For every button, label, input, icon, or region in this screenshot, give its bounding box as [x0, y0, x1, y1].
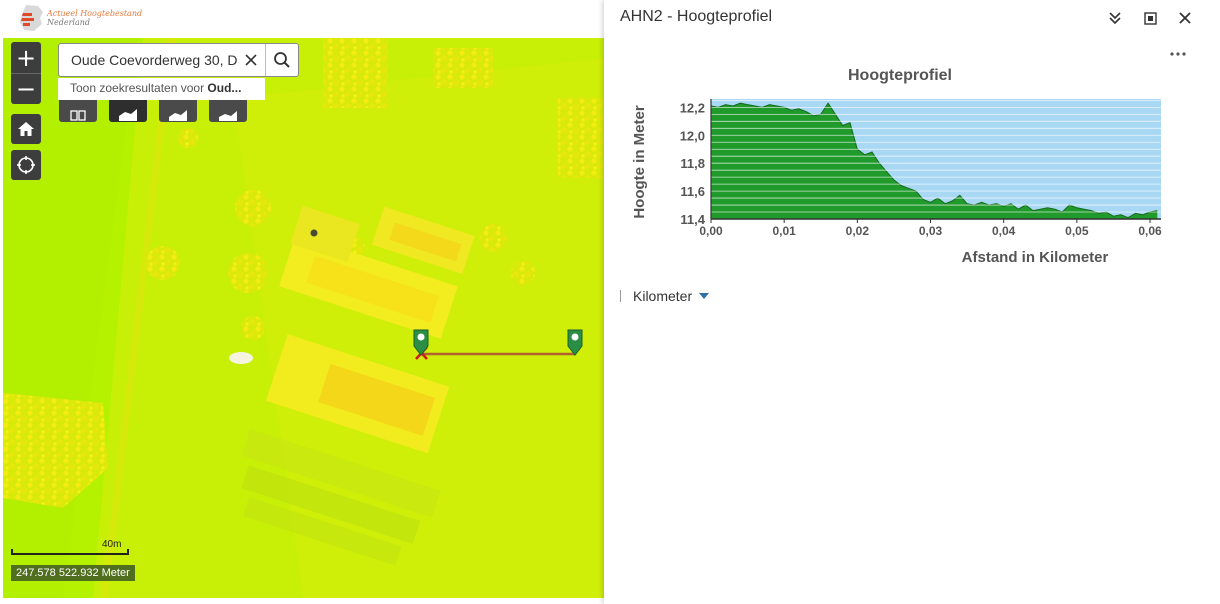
- x-tick-label: 0,03: [919, 224, 943, 238]
- y-tick-label: 11,4: [680, 212, 705, 227]
- coordinate-readout: 247.578 522.932 Meter: [11, 565, 135, 581]
- maximize-icon: [1143, 11, 1157, 25]
- elevation-line: [710, 102, 1158, 219]
- x-tick-label: 0,05: [1065, 224, 1089, 238]
- chart-title: Hoogteprofiel: [848, 67, 952, 84]
- home-button[interactable]: [11, 114, 41, 144]
- cross-section-icon: [219, 111, 237, 121]
- x-tick-label: 0,04: [992, 224, 1016, 238]
- locate-button[interactable]: [11, 150, 41, 180]
- layer-list-button[interactable]: [59, 98, 97, 122]
- cross-section-tool-button[interactable]: [209, 98, 247, 122]
- y-tick-label: 12,0: [680, 128, 705, 143]
- search-box: [58, 43, 299, 77]
- zoom-controls: + −: [11, 42, 41, 104]
- terrain-icon: [169, 110, 187, 121]
- panel-title: AHN2 - Hoogteprofiel: [620, 8, 773, 25]
- scale-label: 40m: [102, 539, 122, 550]
- home-icon: [18, 122, 34, 136]
- more-options-icon[interactable]: [1169, 48, 1187, 60]
- profile-icon: [119, 109, 137, 121]
- logo-subtitle: Nederland: [47, 18, 91, 27]
- suggestion-query: Oud...: [207, 81, 242, 95]
- y-tick-labels: 11,4 11,6 11,8 12,0 12,2: [680, 100, 706, 227]
- search-input[interactable]: [69, 51, 239, 69]
- x-tick-label: 0,06: [1138, 224, 1162, 238]
- elevation-profile-tool-button[interactable]: [109, 98, 147, 122]
- zoom-in-button[interactable]: +: [15, 43, 37, 72]
- x-axis-title: Afstand in Kilometer: [962, 249, 1109, 266]
- y-tick-label: 12,2: [680, 100, 705, 115]
- unit-selector[interactable]: Kilometer: [620, 288, 710, 304]
- x-tick-label: 0,02: [846, 224, 870, 238]
- y-tick-label: 11,6: [680, 184, 705, 199]
- suggestion-prefix: Toon zoekresultaten voor: [70, 81, 208, 95]
- elevation-profile-chart[interactable]: Hoogteprofiel 0,00 0,01 0,02 0,03 0,04 0,05 0,…: [604, 58, 1204, 278]
- map-pin-icon[interactable]: [413, 329, 429, 356]
- map-view[interactable]: + −: [3, 38, 604, 598]
- app-header: Actueel Hoogtebestand Nederland: [0, 0, 604, 38]
- search-clear-button[interactable]: [239, 48, 263, 72]
- divider: [620, 290, 621, 302]
- netherlands-map-icon: [20, 5, 43, 31]
- x-tick-labels: 0,00 0,01 0,02 0,03 0,04 0,05 0,06: [699, 219, 1162, 238]
- close-icon: [245, 54, 257, 66]
- y-axis-title: Hoogte in Meter: [631, 105, 648, 218]
- collapse-panel-button[interactable]: [1106, 9, 1124, 27]
- close-icon: [1179, 12, 1191, 24]
- layers-icon: [70, 110, 86, 121]
- search-suggestion[interactable]: Toon zoekresultaten voor Oud...: [58, 78, 265, 100]
- profile-panel: AHN2 - Hoogteprofiel Hoogteprofiel 0,00 0…: [604, 0, 1220, 604]
- ahn-logo: Actueel Hoogtebestand Nederland: [14, 3, 144, 33]
- grid-lines: [711, 99, 1161, 213]
- chevron-down-icon: [699, 293, 710, 299]
- locate-icon: [17, 156, 35, 174]
- terrain-tool-button[interactable]: [159, 98, 197, 122]
- search-icon: [274, 52, 290, 68]
- maximize-panel-button[interactable]: [1141, 9, 1159, 27]
- elevation-area[interactable]: [711, 103, 1158, 219]
- logo-title: Actueel Hoogtebestand: [47, 9, 143, 18]
- elevation-map[interactable]: [3, 38, 604, 598]
- zoom-out-button[interactable]: −: [11, 73, 41, 104]
- x-tick-label: 0,01: [772, 224, 796, 238]
- scale-bar: [11, 549, 129, 555]
- map-pin-icon[interactable]: [567, 329, 583, 356]
- unit-selector-label: Kilometer: [633, 288, 693, 304]
- close-panel-button[interactable]: [1176, 9, 1194, 27]
- double-chevron-down-icon: [1109, 12, 1121, 25]
- search-button[interactable]: [265, 44, 298, 76]
- x-tick-label: 0,00: [699, 224, 723, 238]
- y-tick-label: 11,8: [680, 156, 705, 171]
